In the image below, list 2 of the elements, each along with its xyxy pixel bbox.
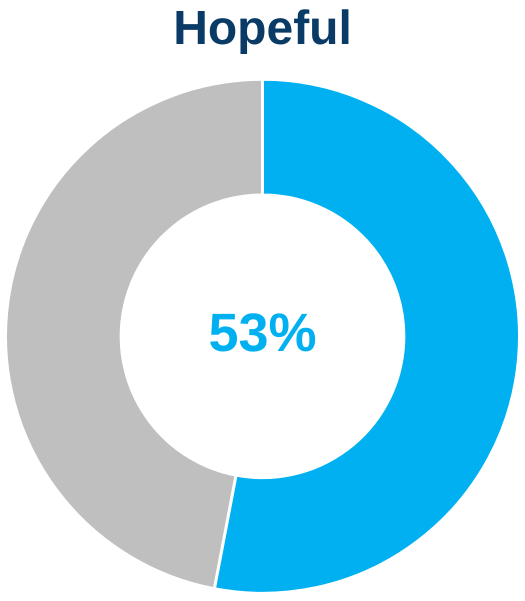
chart-title: Hopeful <box>173 2 352 56</box>
data-label: 53% <box>208 303 317 364</box>
